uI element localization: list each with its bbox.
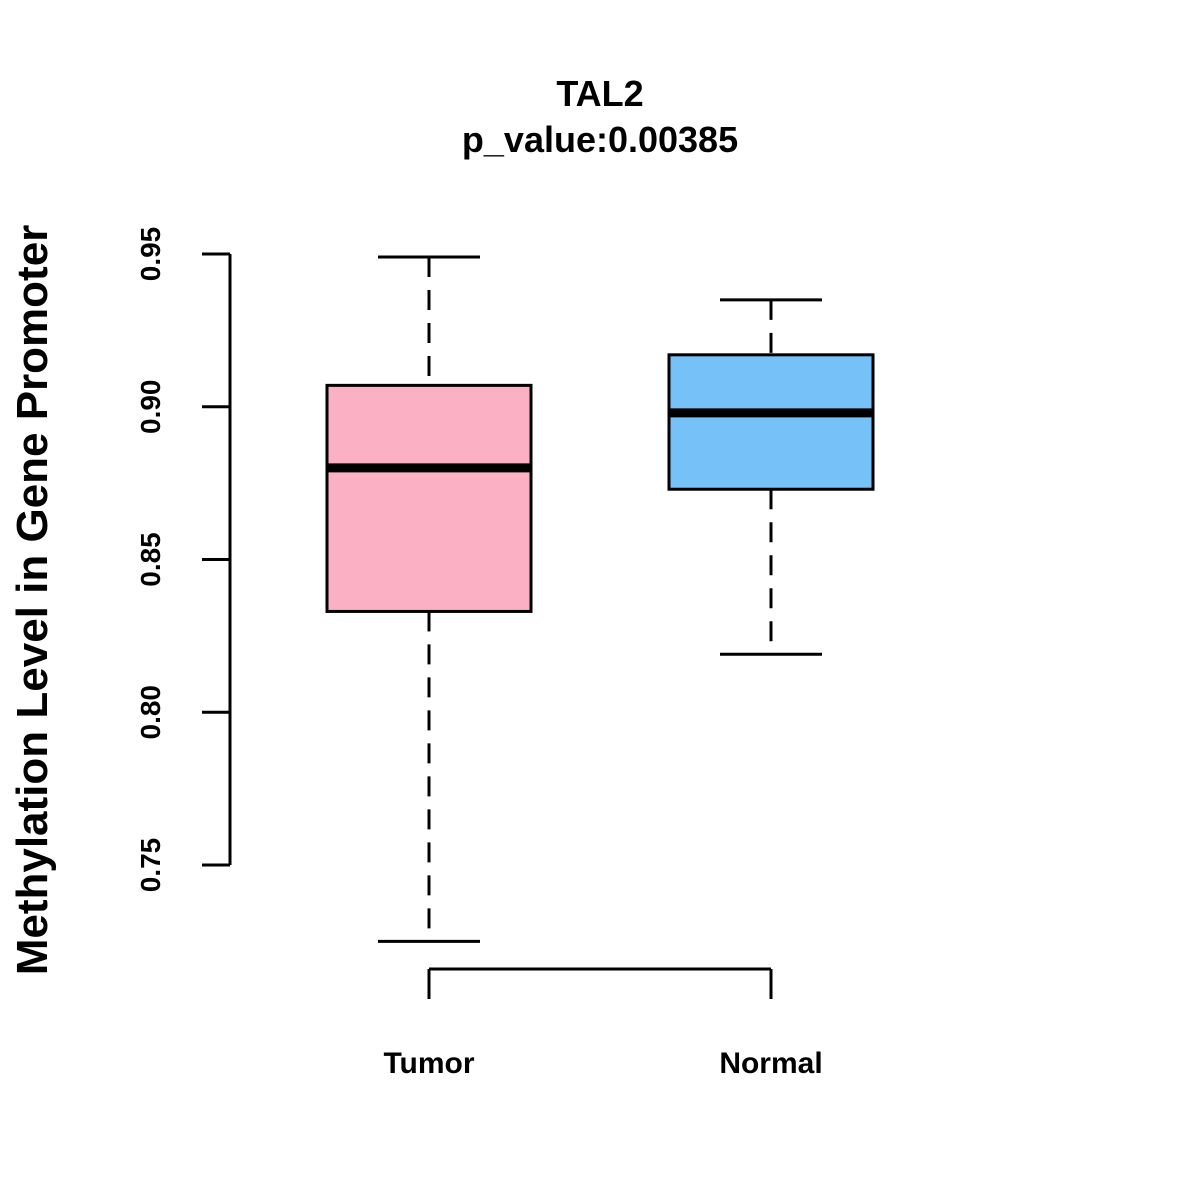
x-axis: Tumor Normal <box>383 967 823 1080</box>
y-tick-label-0: 0.75 <box>135 838 166 893</box>
y-tick-label-3: 0.90 <box>135 380 166 435</box>
y-axis: 0.75 0.80 0.85 0.90 0.95 <box>135 227 232 893</box>
y-tick-label-2: 0.85 <box>135 532 166 587</box>
y-tick-label-4: 0.95 <box>135 227 166 282</box>
iqr-box-normal <box>667 353 875 491</box>
boxes <box>325 255 875 943</box>
x-tick-label-tumor: Tumor <box>383 1047 474 1080</box>
y-tick-label-1: 0.80 <box>135 685 166 740</box>
chart-subtitle: p_value:0.00385 <box>462 119 738 160</box>
x-tick-label-normal: Normal <box>719 1047 822 1080</box>
box-tumor <box>325 255 533 943</box>
box-normal <box>667 298 875 656</box>
iqr-box-tumor <box>325 383 533 613</box>
chart-title: TAL2 <box>556 73 643 114</box>
y-axis-label: Methylation Level in Gene Promoter <box>8 225 57 976</box>
